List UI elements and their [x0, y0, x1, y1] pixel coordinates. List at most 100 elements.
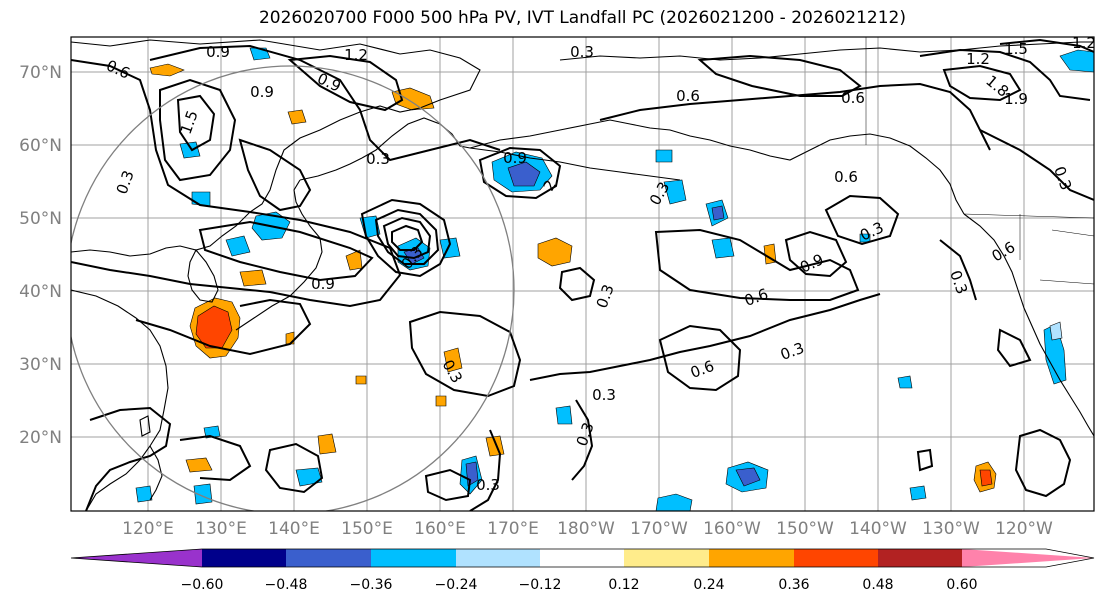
pv-contour — [697, 54, 862, 97]
anomaly-patch — [295, 467, 323, 487]
contour-label: 0.9 — [503, 149, 527, 167]
colorbar-tick-label: −0.12 — [519, 577, 562, 593]
lon-label: 170°E — [487, 519, 539, 539]
lon-label: 150°E — [341, 519, 393, 539]
anomaly-patch — [203, 425, 221, 439]
coastlines — [71, 39, 1094, 511]
pv-contour — [374, 208, 440, 265]
anomaly-patch — [435, 395, 447, 407]
pv-contour — [85, 406, 172, 511]
anomaly-patch — [135, 485, 153, 503]
anomaly-patch — [979, 469, 993, 487]
anomaly-patch — [897, 375, 913, 389]
pv-contour — [942, 64, 1022, 102]
borders — [865, 37, 1094, 285]
contour-label: 0.3 — [476, 476, 500, 494]
pv-contour — [1014, 428, 1072, 498]
pv-contour — [979, 129, 1094, 201]
colorbar-tick-label: 0.48 — [862, 577, 893, 593]
pv-contour — [408, 310, 522, 398]
anomaly-patch — [225, 235, 251, 257]
lat-label: 70°N — [19, 63, 62, 83]
pv-contour — [238, 138, 312, 212]
pv-contour — [159, 78, 237, 182]
colorbar-tick-label: 0.60 — [946, 577, 977, 593]
pv-contour — [382, 216, 432, 260]
coast-arctic — [559, 41, 1094, 61]
contour-label: 0.9 — [311, 275, 335, 293]
colorbar-tick-label: −0.48 — [265, 577, 308, 593]
contour-label: 1.2 — [1072, 34, 1096, 52]
anomaly-patch — [179, 141, 201, 159]
anomaly-patch — [149, 63, 185, 77]
colorbar: −0.60 −0.48 −0.36 −0.24 −0.12 0.12 0.24 … — [70, 548, 1095, 593]
coast-china — [71, 289, 169, 511]
anomaly-patch — [191, 191, 211, 207]
colorbar-swatch — [371, 549, 456, 567]
coast-alaska — [469, 119, 965, 215]
anomaly-patch — [735, 467, 761, 487]
pv-contour — [287, 54, 404, 112]
lat-label: 20°N — [19, 428, 62, 448]
contour-label: 0.6 — [834, 168, 858, 186]
longitude-labels: 120°E 130°E 140°E 150°E 160°E 170°E 180°… — [122, 519, 1053, 539]
colorbar-tick-label: −0.36 — [350, 577, 393, 593]
pv-contour — [916, 448, 934, 472]
pv-contour — [71, 59, 402, 308]
colorbar-swatch — [962, 549, 1094, 567]
anomaly-patch — [193, 483, 213, 505]
contour-label: 0.6 — [676, 87, 700, 105]
lon-label: 140°E — [268, 519, 320, 539]
coast-taiwan — [139, 415, 151, 437]
contour-label: 0.3 — [570, 43, 594, 61]
coast-aleutians — [469, 147, 681, 181]
anomaly-patch — [909, 485, 927, 501]
colorbar-tick-label: 0.36 — [778, 577, 809, 593]
contour-label: 1.2 — [966, 50, 990, 68]
map-border — [70, 36, 1095, 512]
anomaly-patch — [317, 433, 337, 455]
pv-contour — [149, 44, 501, 162]
colorbar-swatches — [70, 548, 1095, 568]
anomaly-patch — [711, 237, 735, 259]
anomaly-patch — [537, 237, 573, 267]
pv-contour — [478, 146, 562, 200]
pv-contour — [179, 434, 252, 482]
colorbar-tick-label: −0.60 — [181, 577, 224, 593]
colorbar-swatch — [878, 549, 962, 567]
lon-label: 160°E — [414, 519, 466, 539]
lon-label: 130°W — [922, 519, 980, 539]
anomaly-patch — [711, 205, 725, 221]
anomaly-patch — [185, 457, 213, 473]
pv-contour — [424, 468, 472, 502]
colorbar-swatch — [71, 549, 202, 567]
anomaly-patch — [1049, 321, 1063, 341]
anomaly-patch — [507, 161, 541, 187]
pv-contour — [654, 228, 860, 301]
contour-label: 1.5 — [1004, 40, 1028, 58]
pv-contour — [599, 82, 991, 151]
anomaly-patch — [555, 405, 573, 425]
pv-contour — [658, 324, 742, 392]
lat-label: 40°N — [19, 282, 62, 302]
lat-label: 50°N — [19, 209, 62, 229]
pv-contour — [784, 230, 848, 278]
lat-label: 30°N — [19, 355, 62, 375]
coast-na-west — [963, 213, 1094, 437]
pv-contour — [198, 220, 374, 282]
coast-asia — [71, 39, 481, 257]
anomaly-patch — [443, 347, 463, 373]
colorbar-outline — [70, 548, 1095, 568]
lon-label: 140°W — [849, 519, 907, 539]
anomaly-patch — [287, 109, 307, 125]
lon-label: 180°W — [557, 519, 615, 539]
landfall-radius-circle — [71, 65, 515, 511]
anomaly-patch — [663, 179, 687, 205]
contour-label: 0.9 — [250, 83, 274, 101]
contour-label: 0.9 — [206, 43, 230, 61]
pv-contour — [939, 239, 977, 301]
anomaly-patch — [355, 375, 367, 385]
colorbar-swatch — [540, 549, 624, 567]
lat-label: 60°N — [19, 136, 62, 156]
